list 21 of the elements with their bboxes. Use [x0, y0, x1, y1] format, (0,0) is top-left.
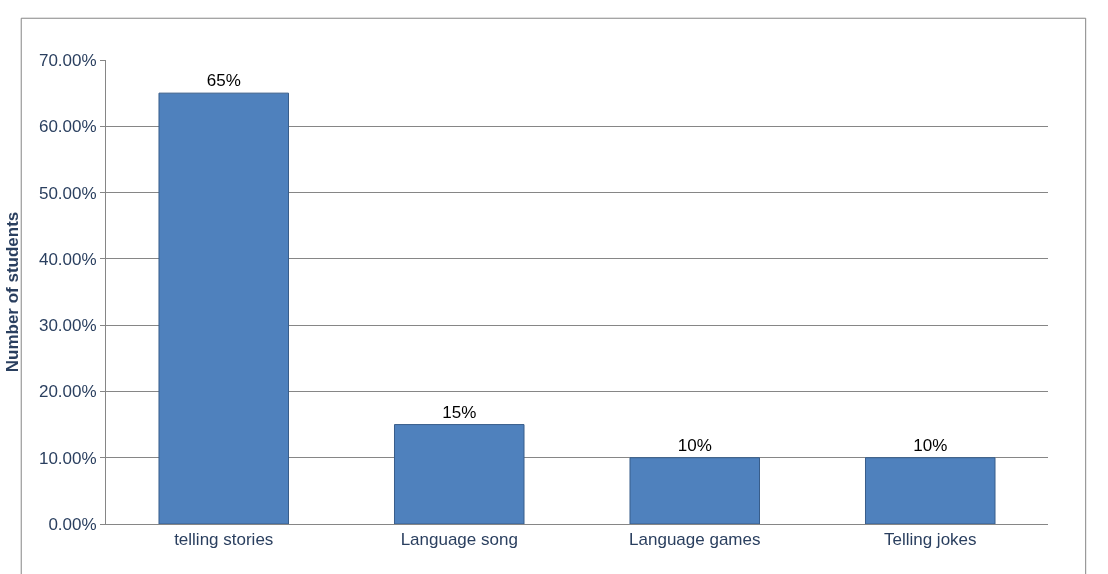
y-tick-label: 60.00% [38, 117, 97, 137]
data-label: 10% [913, 435, 948, 455]
y-axis-title: Number of students [3, 211, 23, 373]
data-label: 65% [206, 71, 241, 91]
y-tick-label: 0.00% [48, 514, 97, 534]
data-label: 10% [677, 435, 712, 455]
data-label: 15% [442, 402, 477, 422]
x-tick-label: Language games [629, 530, 761, 550]
y-tick-label: 40.00% [38, 249, 97, 269]
y-tick-label: 30.00% [38, 316, 97, 336]
x-tick-label: telling stories [174, 530, 274, 550]
bar [393, 424, 525, 524]
y-tick-label: 20.00% [38, 382, 97, 402]
y-tick-label: 10.00% [38, 448, 97, 468]
bar [629, 457, 761, 524]
x-tick-label: Telling jokes [883, 530, 977, 550]
x-tick-label: Language song [400, 530, 518, 550]
bar [158, 92, 290, 524]
y-tick-label: 50.00% [38, 183, 97, 203]
y-tick-label: 70.00% [38, 50, 97, 70]
bar [864, 457, 996, 524]
